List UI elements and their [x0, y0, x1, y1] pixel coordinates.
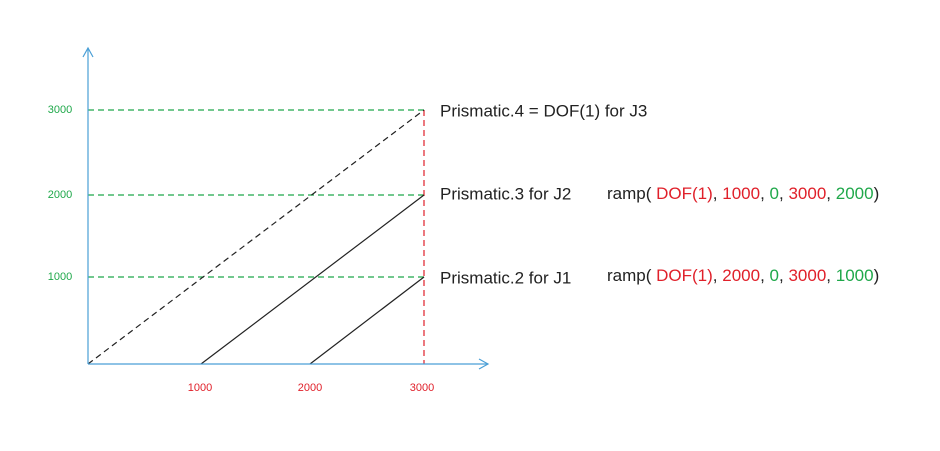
x-tick-label: 2000	[298, 382, 322, 394]
formula-part: ,	[779, 184, 788, 203]
axes	[82, 46, 490, 370]
formula-part: ,	[779, 266, 788, 285]
formula-part: 0	[770, 184, 779, 203]
formula-part: 3000	[788, 184, 826, 203]
formula-part: ,	[826, 184, 835, 203]
formula-part: 1000	[722, 184, 760, 203]
formula-part: DOF(1)	[656, 266, 713, 285]
ramps	[200, 194, 425, 365]
formula-part: ,	[826, 266, 835, 285]
line-label: Prismatic.3 for J2	[440, 184, 571, 203]
guides	[87, 109, 425, 365]
formula-part: 0	[770, 266, 779, 285]
y-tick-label: 3000	[48, 104, 72, 116]
line-label: Prismatic.2 for J1	[440, 268, 571, 287]
formula-part: ramp(	[607, 266, 656, 285]
formula-part: )	[874, 266, 880, 285]
formula-part: 2000	[836, 184, 874, 203]
x-tick-label: 3000	[410, 382, 434, 394]
formula-part: ,	[713, 266, 722, 285]
y-tick-label: 2000	[48, 189, 72, 201]
formula-part: ramp(	[607, 184, 656, 203]
formula: ramp( DOF(1), 2000, 0, 3000, 1000)	[607, 266, 879, 285]
formula: ramp( DOF(1), 1000, 0, 3000, 2000)	[607, 184, 879, 203]
formula-part: ,	[760, 184, 769, 203]
line-label: Prismatic.4 = DOF(1) for J3	[440, 101, 647, 120]
formula-part: 1000	[836, 266, 874, 285]
formula-part: ,	[760, 266, 769, 285]
formula-part: 2000	[722, 266, 760, 285]
x-tick-label: 1000	[188, 382, 212, 394]
formula-part: DOF(1)	[656, 184, 713, 203]
formula-part: ,	[713, 184, 722, 203]
formula-part: )	[874, 184, 880, 203]
formula-part: 3000	[788, 266, 826, 285]
y-tick-label: 1000	[48, 271, 72, 283]
